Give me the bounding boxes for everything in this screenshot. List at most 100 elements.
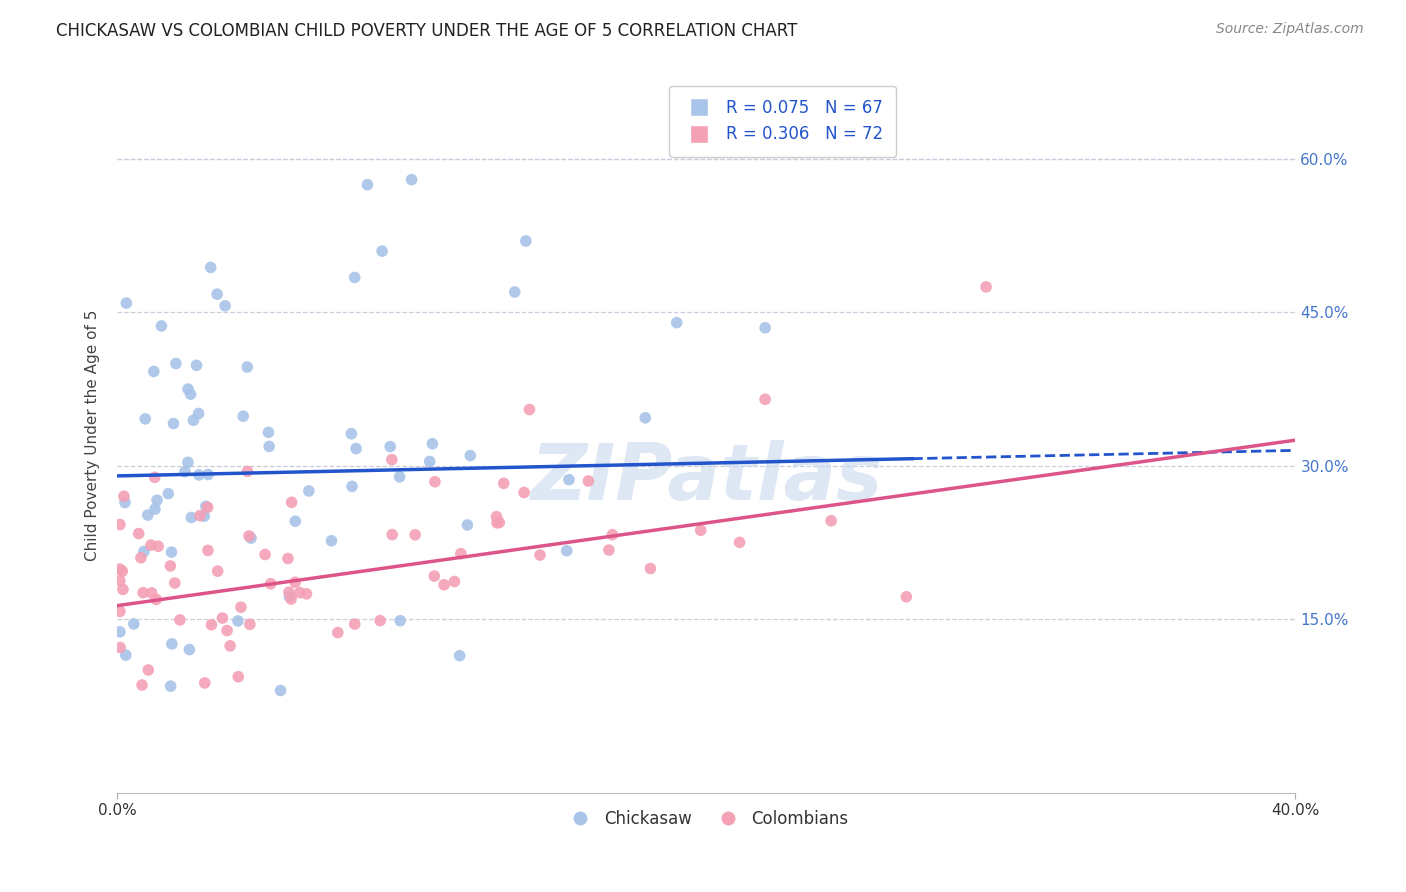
Text: CHICKASAW VS COLOMBIAN CHILD POVERTY UNDER THE AGE OF 5 CORRELATION CHART: CHICKASAW VS COLOMBIAN CHILD POVERTY UND…	[56, 22, 797, 40]
Point	[177, 382, 200, 396]
Point	[450, 547, 472, 561]
Text: Source: ZipAtlas.com: Source: ZipAtlas.com	[1216, 22, 1364, 37]
Point	[141, 586, 163, 600]
Point	[896, 590, 918, 604]
Point	[112, 489, 135, 503]
Point	[139, 538, 162, 552]
Point	[280, 592, 302, 607]
Point	[974, 280, 997, 294]
Point	[200, 617, 222, 632]
Point	[183, 413, 205, 427]
Point	[288, 585, 311, 599]
Point	[163, 576, 186, 591]
Point	[389, 614, 412, 628]
Point	[284, 514, 307, 528]
Point	[150, 318, 173, 333]
Point	[165, 357, 187, 371]
Point	[529, 548, 551, 562]
Point	[558, 473, 581, 487]
Point	[215, 624, 238, 638]
Text: ZIPatlas: ZIPatlas	[530, 440, 883, 516]
Point	[159, 558, 181, 573]
Point	[381, 452, 404, 467]
Point	[381, 527, 404, 541]
Point	[108, 640, 131, 655]
Point	[404, 528, 426, 542]
Point	[136, 663, 159, 677]
Point	[602, 527, 624, 541]
Point	[177, 455, 200, 469]
Point	[180, 510, 202, 524]
Point	[640, 561, 662, 575]
Point	[111, 582, 134, 597]
Point	[148, 539, 170, 553]
Point	[238, 529, 260, 543]
Point	[326, 625, 349, 640]
Point	[145, 592, 167, 607]
Point	[576, 474, 599, 488]
Point	[754, 320, 776, 334]
Point	[129, 550, 152, 565]
Point	[368, 614, 391, 628]
Point	[340, 426, 363, 441]
Point	[214, 299, 236, 313]
Point	[519, 402, 541, 417]
Point	[143, 502, 166, 516]
Point	[193, 509, 215, 524]
Point	[423, 569, 446, 583]
Point	[108, 604, 131, 618]
Point	[665, 316, 688, 330]
Point	[229, 600, 252, 615]
Point	[419, 454, 441, 468]
Point	[111, 564, 134, 578]
Point	[180, 387, 202, 401]
Point	[108, 574, 131, 588]
Point	[134, 412, 156, 426]
Point	[226, 614, 249, 628]
Point	[456, 518, 478, 533]
Point	[513, 485, 536, 500]
Point	[343, 617, 366, 632]
Point	[321, 533, 343, 548]
Point	[174, 465, 197, 479]
Point	[485, 516, 508, 530]
Point	[295, 587, 318, 601]
Point	[108, 562, 131, 576]
Point	[146, 493, 169, 508]
Point	[503, 285, 526, 299]
Point	[270, 683, 292, 698]
Point	[122, 616, 145, 631]
Point	[236, 359, 259, 374]
Point	[388, 470, 411, 484]
Point	[555, 543, 578, 558]
Point	[343, 270, 366, 285]
Point	[340, 479, 363, 493]
Point	[187, 467, 209, 482]
Point	[131, 678, 153, 692]
Point	[634, 410, 657, 425]
Point	[197, 467, 219, 482]
Point	[115, 296, 138, 310]
Point	[254, 548, 277, 562]
Point	[689, 523, 711, 537]
Point	[433, 578, 456, 592]
Point	[298, 483, 321, 498]
Point	[260, 576, 283, 591]
Point	[108, 517, 131, 532]
Point	[188, 508, 211, 523]
Point	[197, 543, 219, 558]
Point	[257, 439, 280, 453]
Point	[169, 613, 191, 627]
Point	[820, 514, 842, 528]
Point	[136, 508, 159, 522]
Point	[277, 585, 299, 599]
Point	[219, 639, 242, 653]
Point	[186, 359, 208, 373]
Point	[460, 449, 482, 463]
Point	[239, 617, 262, 632]
Point	[344, 442, 367, 456]
Point	[143, 470, 166, 484]
Point	[197, 500, 219, 515]
Point	[114, 495, 136, 509]
Point	[754, 392, 776, 407]
